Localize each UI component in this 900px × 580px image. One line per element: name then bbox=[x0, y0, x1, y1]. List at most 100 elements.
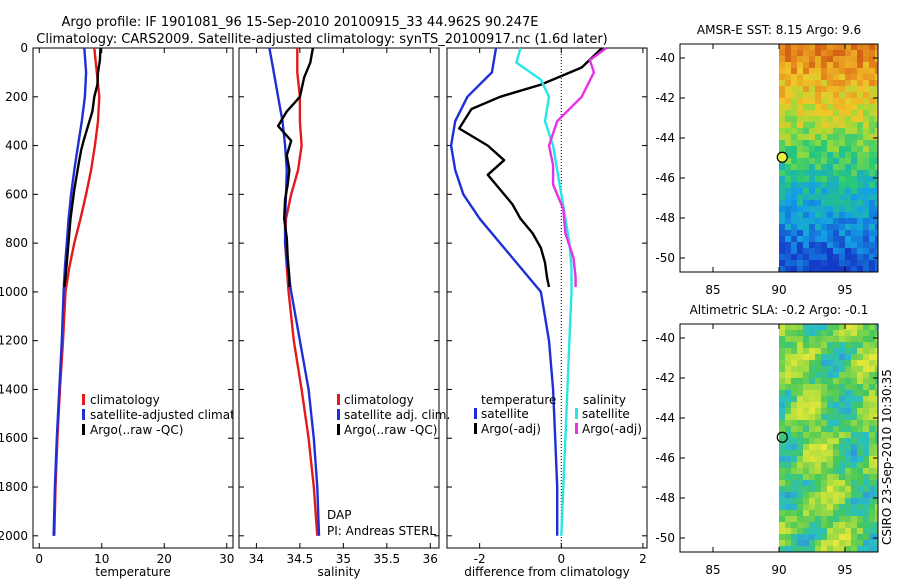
map-cell bbox=[857, 360, 864, 367]
map-cell bbox=[875, 188, 879, 195]
map-cell bbox=[815, 104, 822, 111]
map-cell bbox=[809, 408, 816, 415]
map-cell bbox=[863, 504, 870, 511]
map-cell bbox=[791, 242, 798, 249]
map-cell bbox=[815, 80, 822, 87]
map-cell bbox=[809, 140, 816, 147]
map-cell bbox=[803, 110, 810, 117]
map-cell bbox=[869, 486, 876, 493]
map-cell bbox=[815, 450, 822, 457]
map-cell bbox=[869, 188, 876, 195]
map-cell bbox=[845, 128, 852, 135]
map-cell bbox=[785, 56, 792, 63]
map-cell bbox=[833, 540, 840, 547]
map-cell bbox=[791, 236, 798, 243]
map-cell bbox=[857, 522, 864, 529]
map-cell bbox=[803, 426, 810, 433]
map-cell bbox=[797, 164, 804, 171]
map-cell bbox=[815, 498, 822, 505]
map-cell bbox=[857, 450, 864, 457]
x-tick-label: 2 bbox=[639, 552, 647, 566]
map-cell bbox=[851, 420, 858, 427]
map-cell bbox=[839, 474, 846, 481]
map-cell bbox=[791, 486, 798, 493]
map-cell bbox=[797, 432, 804, 439]
map-cell bbox=[791, 492, 798, 499]
map-cell bbox=[803, 236, 810, 243]
map-cell bbox=[857, 92, 864, 99]
map-cell bbox=[839, 230, 846, 237]
map-cell bbox=[869, 206, 876, 213]
map-cell bbox=[845, 498, 852, 505]
map-cell bbox=[863, 414, 870, 421]
map-cell bbox=[833, 426, 840, 433]
map-cell bbox=[785, 44, 792, 51]
dap-annotation: DAP bbox=[327, 508, 351, 522]
map-cell bbox=[863, 330, 870, 337]
map-cell bbox=[821, 450, 828, 457]
map-cell bbox=[821, 330, 828, 337]
map-cell bbox=[863, 242, 870, 249]
map-cell bbox=[797, 396, 804, 403]
map-cell bbox=[779, 164, 786, 171]
map-cell bbox=[845, 62, 852, 69]
map-cell bbox=[779, 378, 786, 385]
map-cell bbox=[809, 248, 816, 255]
map-cell bbox=[791, 366, 798, 373]
map-cell bbox=[857, 408, 864, 415]
map-cell bbox=[857, 176, 864, 183]
map-cell bbox=[875, 540, 879, 547]
map-cell bbox=[797, 86, 804, 93]
map-cell bbox=[821, 372, 828, 379]
series-line-climatology bbox=[283, 48, 319, 536]
map-cell bbox=[785, 456, 792, 463]
map-cell bbox=[779, 170, 786, 177]
map-y-tick-label: -40 bbox=[655, 331, 675, 345]
map-cell bbox=[815, 360, 822, 367]
map-cell bbox=[875, 230, 879, 237]
series-line-argo-raw-qc- bbox=[276, 47, 315, 287]
map-cell bbox=[863, 528, 870, 535]
map-cell bbox=[785, 540, 792, 547]
map-y-tick-label: -48 bbox=[655, 491, 675, 505]
map-cell bbox=[809, 176, 816, 183]
map-y-tick-label: -50 bbox=[655, 531, 675, 545]
map-cell bbox=[851, 248, 858, 255]
map-cell bbox=[875, 116, 879, 123]
map-cell bbox=[875, 378, 879, 385]
map-cell bbox=[809, 372, 816, 379]
map-cell bbox=[839, 546, 846, 553]
map-cell bbox=[779, 56, 786, 63]
map-cell bbox=[791, 402, 798, 409]
map-cell bbox=[845, 456, 852, 463]
map-cell bbox=[875, 336, 879, 343]
map-cell bbox=[785, 86, 792, 93]
map-cell bbox=[803, 348, 810, 355]
map-cell bbox=[863, 390, 870, 397]
map-cell bbox=[785, 414, 792, 421]
map-cell bbox=[797, 98, 804, 105]
map-cell bbox=[791, 164, 798, 171]
map-cell bbox=[851, 50, 858, 57]
map-cell bbox=[785, 492, 792, 499]
map-cell bbox=[839, 540, 846, 547]
map-cell bbox=[845, 348, 852, 355]
map-cell bbox=[797, 236, 804, 243]
map-cell bbox=[827, 122, 834, 129]
map-cell bbox=[851, 98, 858, 105]
map-cell bbox=[779, 330, 786, 337]
map-cell bbox=[815, 200, 822, 207]
map-cell bbox=[779, 266, 786, 273]
map-cell bbox=[797, 134, 804, 141]
x-axis-label: difference from climatology bbox=[464, 565, 630, 579]
map-cell bbox=[845, 378, 852, 385]
map-cell bbox=[839, 384, 846, 391]
map-cell bbox=[779, 44, 786, 51]
map-cell bbox=[833, 450, 840, 457]
map-cell bbox=[869, 534, 876, 541]
map-cell bbox=[833, 336, 840, 343]
map-cell bbox=[797, 468, 804, 475]
map-cell bbox=[863, 336, 870, 343]
map-cell bbox=[827, 170, 834, 177]
map-cell bbox=[803, 146, 810, 153]
